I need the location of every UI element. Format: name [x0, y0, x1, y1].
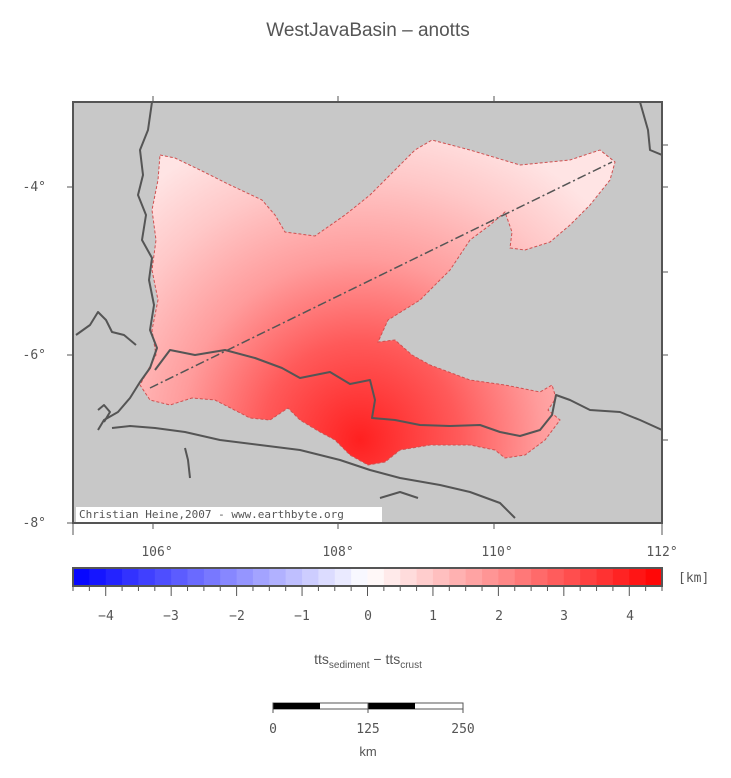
colorbar-tick-label: 3: [560, 609, 568, 624]
colorbar-cell: [73, 568, 90, 586]
colorbar-cell: [154, 568, 172, 586]
map-panel: Christian Heine,2007 - www.earthbyte.org…: [23, 96, 678, 560]
colorbar-cell: [122, 568, 139, 586]
colorbar-cell: [203, 568, 221, 586]
colorbar-cell: [612, 568, 630, 586]
lon-tick-110: 110°: [481, 545, 512, 560]
colorbar-label: ttssediment − ttscrust: [314, 651, 422, 671]
colorbar-cell: [596, 568, 614, 586]
colorbar-border: [72, 567, 663, 587]
colorbar-cell: [285, 568, 303, 586]
colorbar-cell: [547, 568, 565, 586]
colorbar-cell: [416, 568, 434, 586]
coastlines: [75, 102, 662, 519]
colorbar-tick-label: −1: [294, 609, 310, 624]
scale-tick-250: 250: [451, 722, 474, 737]
scale-tick-125: 125: [356, 722, 379, 737]
map-border: [72, 101, 663, 524]
scale-unit: km: [359, 744, 376, 759]
lon-tick-108: 108°: [322, 545, 353, 560]
scale-tick-0: 0: [269, 722, 277, 737]
colorbar-cell: [89, 568, 107, 586]
lat-tick-6: -6°: [23, 348, 46, 363]
anomaly-region: [139, 139, 616, 466]
colorbar-cell: [482, 568, 499, 586]
colorbar-ticks: [72, 587, 663, 596]
colorbar-tick-label: 0: [364, 609, 372, 624]
colorbar-cell: [432, 568, 450, 586]
colorbar-cell: [334, 568, 352, 586]
map-title: WestJavaBasin – anotts: [266, 20, 469, 41]
lat-tick-8: -8°: [23, 516, 46, 531]
credit-box: [76, 507, 382, 522]
colorbar-cell: [138, 568, 156, 586]
colorbar-cell: [629, 568, 647, 586]
colorbar-cell: [580, 568, 597, 586]
lon-tick-106: 106°: [141, 545, 172, 560]
colorbar-cell: [367, 568, 385, 586]
credit-text: Christian Heine,2007 - www.earthbyte.org: [79, 508, 344, 521]
colorbar-cell: [465, 568, 483, 586]
colorbar-cell: [498, 568, 516, 586]
colorbar-tick-label: −4: [98, 609, 114, 624]
colorbar-cell: [171, 568, 188, 586]
colorbar-cells: [73, 568, 663, 586]
colorbar-cell: [400, 568, 417, 586]
colorbar-cell: [351, 568, 368, 586]
colorbar-cell: [252, 568, 270, 586]
colorbar-cell: [449, 568, 467, 586]
profile-line: [149, 161, 613, 389]
lon-tick-112: 112°: [646, 545, 677, 560]
colorbar-cell: [514, 568, 532, 586]
colorbar-cell: [220, 568, 238, 586]
lat-tick-4: -4°: [23, 180, 46, 195]
colorbar-cell: [318, 568, 336, 586]
scale-bar: 0 125 250 km: [269, 702, 475, 759]
colorbar-unit: [km]: [678, 571, 709, 586]
colorbar-cell: [531, 568, 548, 586]
colorbar-cell: [269, 568, 287, 586]
colorbar-cell: [645, 568, 663, 586]
colorbar-cell: [105, 568, 123, 586]
colorbar-tick-label: 1: [429, 609, 437, 624]
colorbar-tick-label: −2: [229, 609, 245, 624]
colorbar-tick-label: 2: [495, 609, 503, 624]
map-ticks: [67, 96, 668, 535]
colorbar-cell: [187, 568, 205, 586]
colorbar-tick-label: 4: [626, 609, 634, 624]
colorbar-tick-label: −3: [163, 609, 179, 624]
colorbar-cell: [236, 568, 254, 586]
colorbar-cell: [563, 568, 581, 586]
colorbar: [km] −4 −3 −2 −1 0 1 2 3 4: [72, 567, 709, 624]
colorbar-cell: [383, 568, 401, 586]
colorbar-cell: [302, 568, 319, 586]
